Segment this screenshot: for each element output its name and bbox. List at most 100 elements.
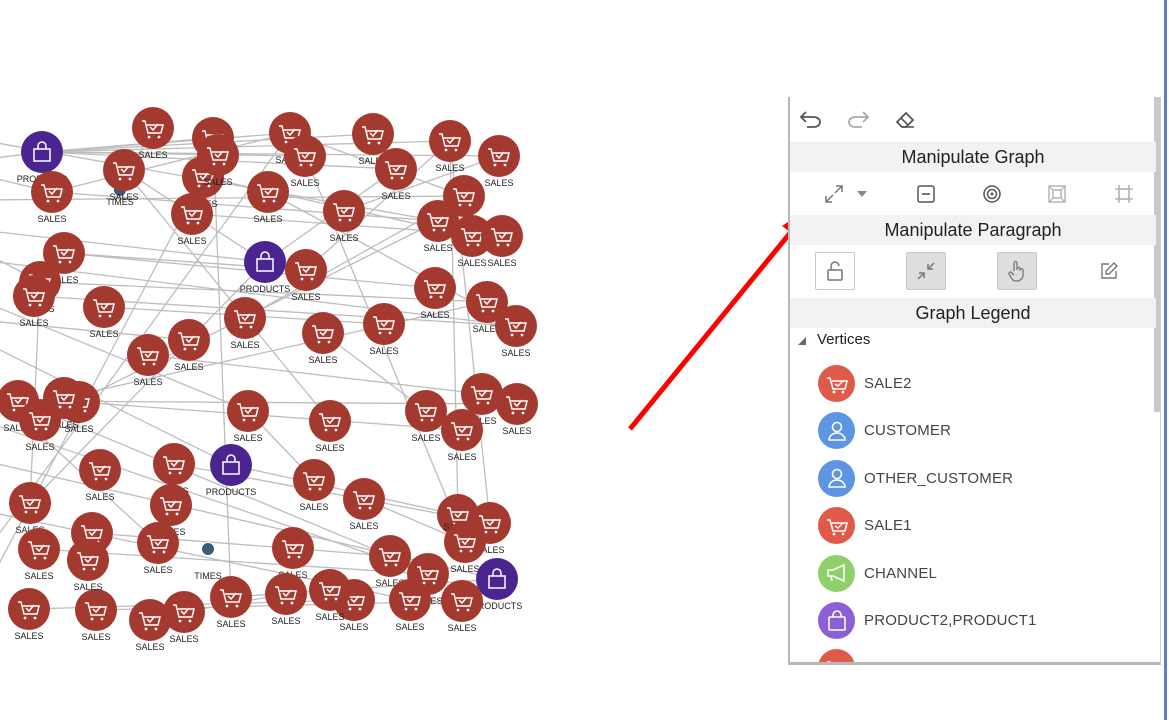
sales-node[interactable]: SALES [363, 303, 405, 356]
group-button[interactable] [1037, 175, 1077, 213]
graph-edge [322, 332, 427, 412]
expand-dropdown[interactable] [852, 175, 872, 213]
node-circle [18, 528, 60, 570]
sales-node[interactable]: SALES [323, 190, 365, 243]
unlock-button[interactable] [815, 252, 855, 290]
redo-button[interactable] [845, 107, 871, 131]
panel-scrollbar[interactable] [1154, 97, 1160, 412]
sales-node[interactable]: SALES [481, 215, 523, 268]
sales-node[interactable]: SALES [461, 373, 503, 426]
sales-node[interactable]: SALES [43, 232, 85, 285]
node-circle [466, 281, 508, 323]
sales-node[interactable]: SALES [265, 573, 307, 626]
cart-icon [139, 612, 161, 626]
sales-node[interactable]: SALES [19, 399, 61, 452]
graph-edge [78, 401, 463, 431]
sales-node[interactable]: SALES [18, 528, 60, 581]
focus-button[interactable] [972, 175, 1012, 213]
sales-node[interactable]: SALES [127, 334, 169, 387]
sales-node[interactable]: SALES [389, 579, 431, 632]
sales-node[interactable]: SALES [103, 149, 145, 202]
sales-node[interactable]: SALES [247, 171, 289, 224]
times-node[interactable]: TIMES [194, 542, 222, 582]
sales-node[interactable]: SALES [451, 215, 493, 268]
sales-node[interactable]: SALES [444, 521, 486, 574]
sales-node[interactable]: SALES [137, 522, 179, 575]
cart-icon [23, 288, 45, 302]
sales-node[interactable]: SALES [293, 459, 335, 512]
sales-node[interactable]: SALES [197, 134, 239, 187]
collapse-triangle-icon[interactable] [797, 336, 807, 346]
sales-node[interactable]: SALES [375, 148, 417, 201]
sales-node[interactable]: SALES [9, 482, 51, 535]
sales-node[interactable]: SALES [466, 281, 508, 334]
sales-node[interactable]: SALES [163, 591, 205, 644]
cart-wheel [100, 617, 104, 621]
sales-node[interactable]: SALES [284, 135, 326, 188]
sales-node[interactable]: SALES [168, 319, 210, 372]
sales-node[interactable]: SALES [224, 297, 266, 350]
sales-node[interactable]: SALES [31, 171, 73, 224]
legend-item[interactable]: CUSTOMER [818, 412, 1138, 450]
sales-node[interactable]: SALES [83, 286, 125, 339]
node-label: SALES [135, 642, 164, 652]
products-node[interactable]: PRODUCTS [240, 241, 291, 294]
node-circle [417, 200, 459, 242]
sales-node[interactable]: SALES [495, 305, 537, 358]
products-node[interactable]: PRODUCTS [472, 558, 523, 611]
ungroup-button[interactable] [1104, 175, 1144, 213]
legend-item[interactable]: PRODUCT2,PRODUCT1 [818, 602, 1138, 640]
sales-node[interactable]: SALES [309, 400, 351, 453]
eraser-button[interactable] [892, 107, 918, 131]
sales-node[interactable]: SALES [369, 535, 411, 588]
legend-item[interactable]: CHANNEL [818, 554, 1138, 593]
node-circle [496, 383, 538, 425]
sales-node[interactable]: SALES [129, 599, 171, 652]
sales-node[interactable]: SALES [302, 312, 344, 365]
sales-node[interactable]: SALES [405, 390, 447, 443]
sales-node[interactable]: SALES [227, 390, 269, 443]
shrink-button[interactable] [906, 252, 946, 290]
products-node[interactable]: PRODUCTS [206, 444, 257, 497]
sales-node[interactable]: SALES [13, 275, 55, 328]
pan-hand-button[interactable] [997, 252, 1037, 290]
sales-node[interactable]: SALES [352, 113, 394, 166]
legend-item[interactable]: SALE1 [818, 507, 1138, 545]
sales-node[interactable]: SALES [210, 576, 252, 629]
expand-button[interactable] [814, 175, 854, 213]
sales-node[interactable]: SALES [132, 107, 174, 160]
sales-node[interactable]: SALES [496, 383, 538, 436]
sales-node[interactable]: SALES [171, 193, 213, 246]
sales-node[interactable]: SALES [417, 200, 459, 253]
undo-button[interactable] [798, 107, 824, 131]
cart-icon [471, 386, 493, 400]
graph-nodes[interactable]: PRODUCTS SALES SALES SALES SALES SALES SALES SA… [0, 107, 538, 652]
hand-pointer-icon [1008, 260, 1024, 282]
node-label: SALES [174, 362, 203, 372]
cart-wheel [432, 581, 436, 585]
sales-node[interactable]: SALES [8, 588, 50, 641]
cart-wheel [165, 512, 169, 516]
sales-node[interactable]: SALES [343, 478, 385, 531]
sales-node[interactable]: SALES [285, 249, 327, 302]
collapse-button[interactable] [906, 175, 946, 213]
edit-button[interactable] [1089, 252, 1129, 290]
sales-node[interactable]: SALES [67, 539, 109, 592]
cart-wheel [242, 418, 246, 422]
sales-node[interactable]: SALES [75, 589, 117, 642]
legend-item[interactable]: SALE2 [818, 365, 1138, 403]
sales-node[interactable]: SALES [429, 120, 471, 173]
legend-item[interactable] [818, 649, 1138, 662]
sales-node[interactable]: SALES [309, 569, 351, 622]
cart-wheel [466, 608, 470, 612]
sales-node[interactable]: SALES [79, 449, 121, 502]
sales-node[interactable]: SALES [441, 580, 483, 633]
sales-node[interactable]: SALES [414, 267, 456, 320]
cart-icon [237, 403, 259, 417]
cart-icon [417, 566, 439, 580]
sales-node[interactable]: SALES [441, 409, 483, 462]
sales-node[interactable]: SALES [478, 135, 520, 188]
sales-node[interactable]: SALES [272, 527, 314, 580]
legend-item[interactable]: OTHER_CUSTOMER [818, 459, 1138, 498]
